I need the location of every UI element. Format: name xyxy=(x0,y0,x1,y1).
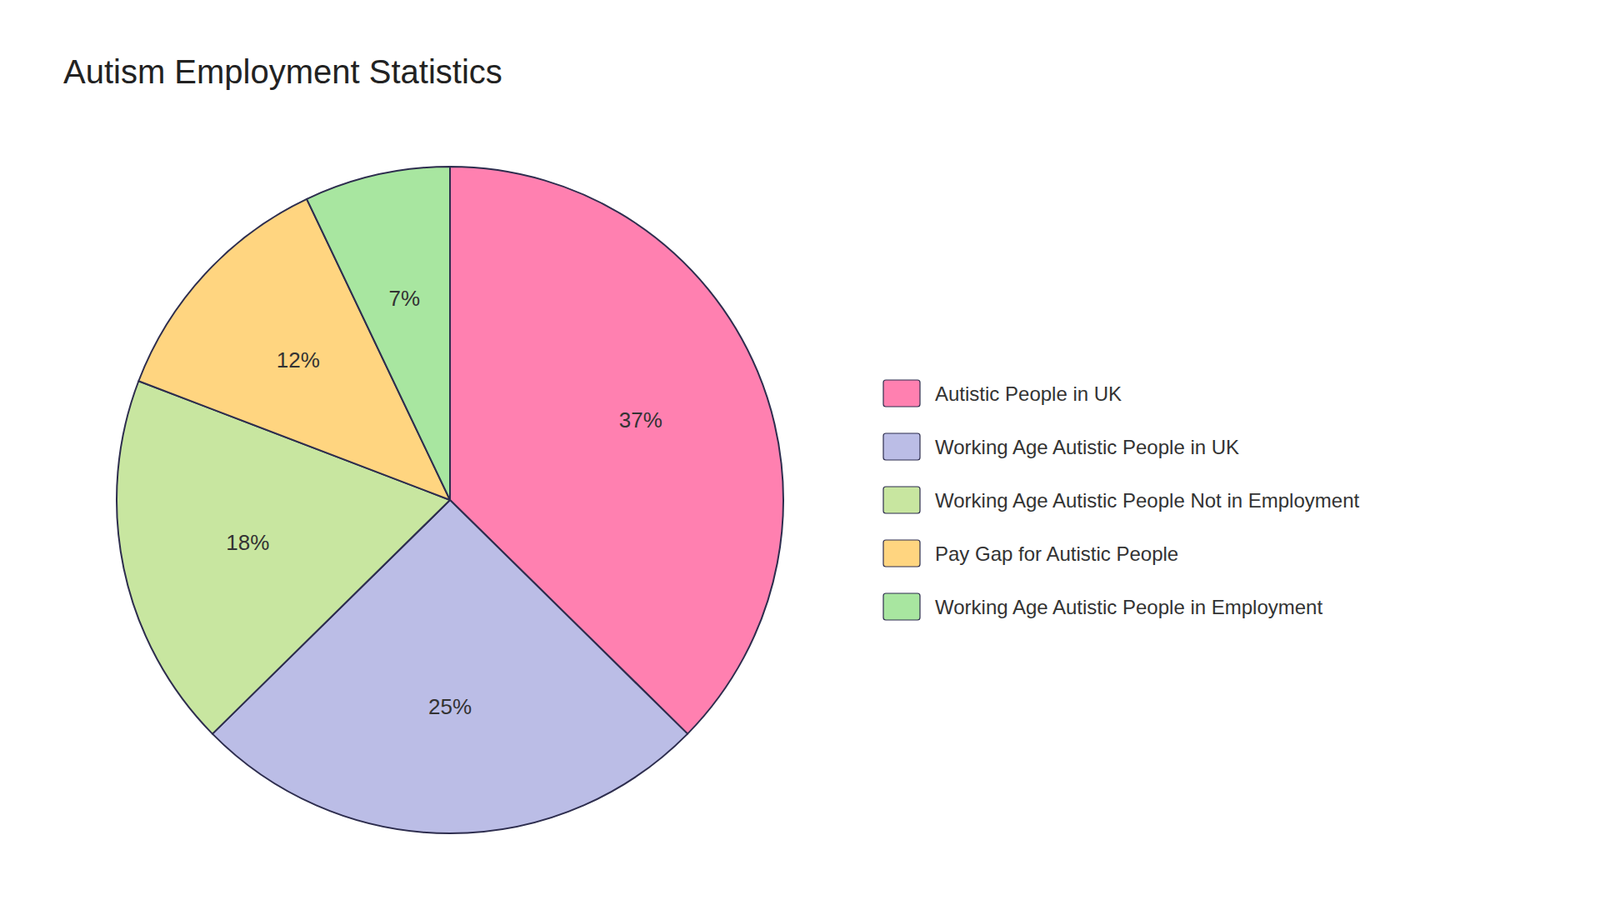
legend-label: Pay Gap for Autistic People xyxy=(935,542,1179,565)
background xyxy=(0,0,1600,900)
pie-labels: 37% 25% 18% 12% 7% xyxy=(225,285,663,720)
legend-label: Working Age Autistic People in UK xyxy=(935,435,1240,459)
data-label: 7% xyxy=(389,285,421,311)
chart-title: Autism Employment Statistics xyxy=(63,53,503,90)
legend-label: Working Age Autistic People in Employmen… xyxy=(935,595,1323,619)
data-label: 37% xyxy=(619,407,663,433)
chart-svg: Autism Employment Statistics 37% 25% 18% 12%… xyxy=(0,0,1600,900)
data-label: 12% xyxy=(276,347,320,373)
legend-swatch xyxy=(883,486,920,514)
legend-label: Working Age Autistic People Not in Emplo… xyxy=(935,489,1360,512)
data-label: 25% xyxy=(428,694,472,720)
data-label: 18% xyxy=(225,530,270,555)
legend: Autistic People in UK Working Age Autisti… xyxy=(883,380,1360,620)
legend-swatch xyxy=(883,433,920,460)
pie-slice xyxy=(306,166,450,500)
legend-swatch xyxy=(883,593,920,620)
legend-swatch xyxy=(883,380,920,407)
legend-swatch xyxy=(883,540,920,567)
pie-slices xyxy=(116,166,784,834)
chart-container: Autism Employment Statistics 37% 25% 18% 12%… xyxy=(0,0,1600,900)
legend-label: Autistic People in UK xyxy=(935,382,1122,405)
